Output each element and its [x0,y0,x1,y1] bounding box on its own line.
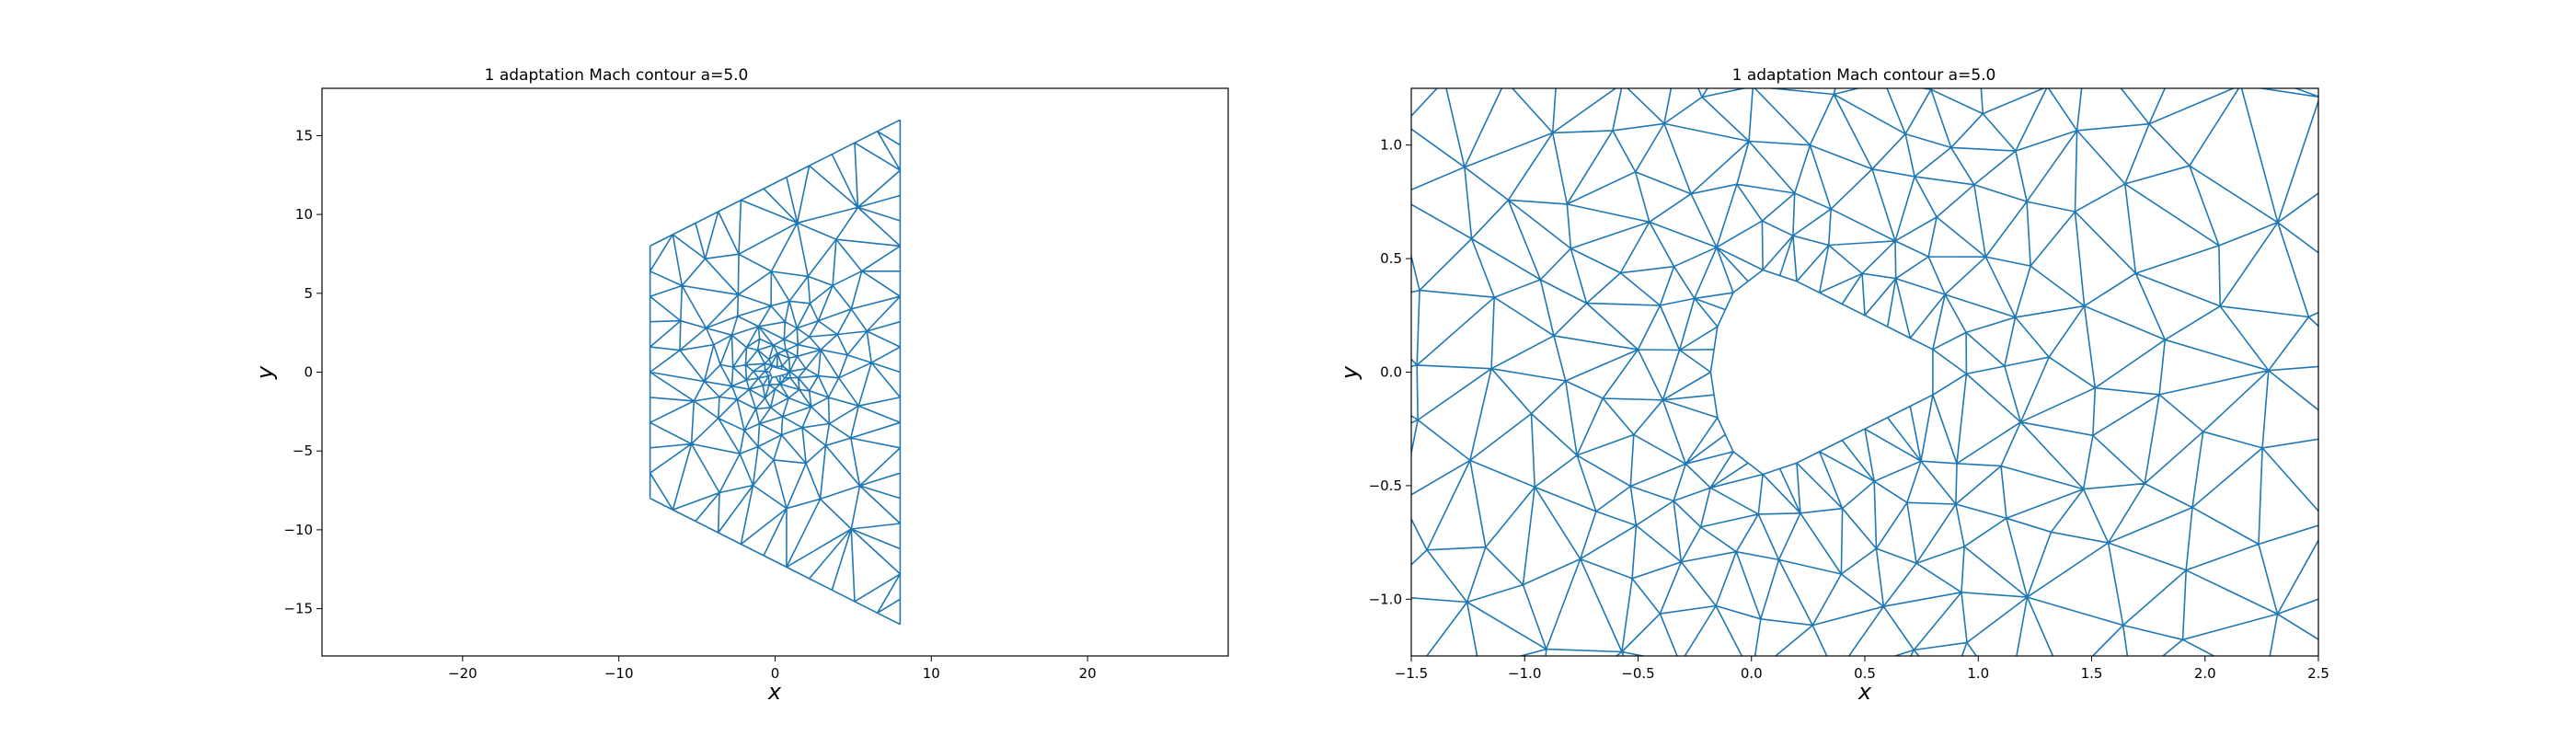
y-tick-label: 15 [295,127,313,144]
x-tick-label: 0.5 [1854,665,1876,682]
right-x-ticks: −1.5 −1.0 −0.5 0.0 0.5 1.0 1.5 2.0 2.5 [1395,656,2329,682]
x-tick-label: 1.0 [1967,665,1989,682]
x-tick-label: −0.5 [1621,665,1654,682]
right-mesh [1411,88,2318,656]
left-x-axis-label: x [767,679,782,705]
body-shape [768,365,788,379]
y-tick-label: 5 [304,285,313,302]
x-tick-label: 20 [1079,665,1097,682]
x-tick-label: 1.5 [2081,665,2103,682]
right-x-axis-label: x [1857,679,1872,705]
y-tick-label: 1.0 [1380,137,1402,154]
y-tick-label: 0.0 [1380,364,1402,381]
x-tick-label: −1.0 [1508,665,1541,682]
left-mesh-plot: 1 adaptation Mach contour a=5.0 −20 −10 0 1… [252,66,1229,705]
mesh-edges [1411,88,2318,656]
y-tick-label: −10 [283,522,313,538]
y-tick-label: 0.5 [1380,250,1402,267]
right-y-axis-label: y [1337,365,1363,380]
left-y-axis-label: y [252,365,278,380]
x-tick-label: −10 [604,665,634,682]
y-tick-label: −5 [293,443,313,459]
x-tick-label: 2.0 [2194,665,2216,682]
left-x-ticks: −20 −10 0 10 20 [448,656,1097,682]
right-y-ticks: −1.0 −0.5 0.0 0.5 1.0 [1369,137,1411,607]
left-plot-title: 1 adaptation Mach contour a=5.0 [485,66,749,85]
y-tick-label: −1.0 [1369,591,1402,607]
right-plot-title: 1 adaptation Mach contour a=5.0 [1732,66,1996,85]
y-tick-label: −15 [283,601,313,617]
right-axes-frame [1410,87,2319,657]
y-tick-label: −0.5 [1369,477,1402,494]
left-y-ticks: −15 −10 −5 0 5 10 15 [283,127,322,617]
left-mesh [649,119,902,626]
x-tick-label: 10 [923,665,940,682]
x-tick-label: 2.5 [2307,665,2329,682]
y-tick-label: 10 [295,206,313,223]
x-tick-label: −1.5 [1395,665,1428,682]
y-tick-label: 0 [304,364,313,381]
x-tick-label: 0 [771,665,780,682]
right-mesh-plot: 1 adaptation Mach contour a=5.0 −1.5 −1.0… [1337,66,2329,705]
x-tick-label: −20 [448,665,477,682]
x-tick-label: 0.0 [1741,665,1763,682]
